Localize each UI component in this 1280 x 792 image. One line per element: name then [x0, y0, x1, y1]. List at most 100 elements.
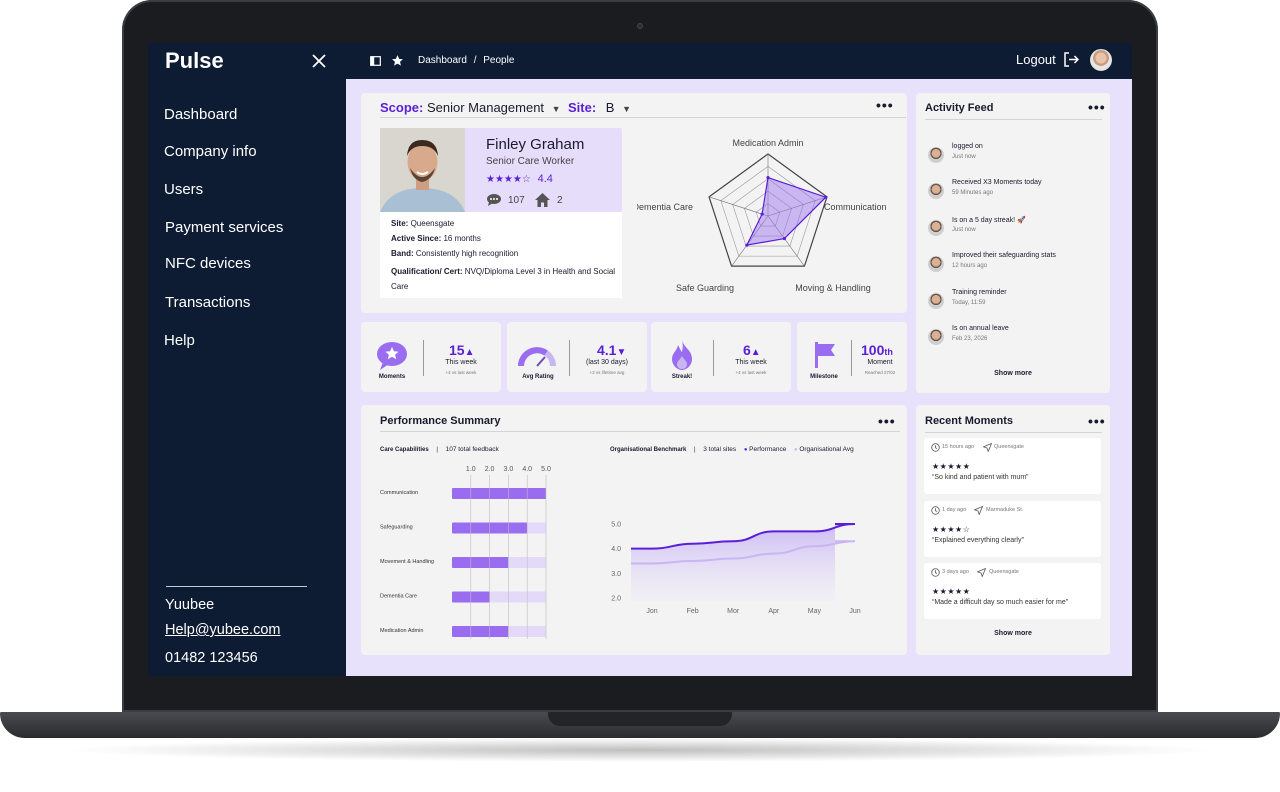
site-label: Site: [568, 100, 597, 115]
avatar [928, 183, 944, 199]
moment-stars: ★★★★★ [932, 587, 971, 596]
stat-sub: Moment [867, 359, 893, 366]
user-avatar[interactable] [1090, 49, 1112, 71]
avatar [928, 147, 944, 163]
activity-item[interactable]: logged on Just now [928, 143, 1103, 171]
bar-axis-tick: 1.0 [466, 466, 476, 473]
feedback-count: 107 [508, 195, 525, 206]
sites-total: 3 total sites [703, 446, 737, 453]
line-axis-label: May [808, 608, 822, 615]
more-options-icon[interactable]: ••• [876, 97, 894, 113]
detail-value: NVQ/Diploma Level 3 in Health and Social… [391, 267, 616, 291]
detail-label: Active Since: [391, 234, 442, 243]
sidebar-item-nfc-devices[interactable]: NFC devices [165, 255, 251, 272]
radar-grid-ring [732, 178, 804, 247]
chevron-down-icon: ▼ [622, 104, 632, 114]
profile-card: Scope: Senior Management ▼ Site: B ▼ ••• [361, 93, 907, 313]
stat-value: 4.1▼ [597, 342, 626, 358]
bar [452, 626, 509, 637]
performance-title: Performance Summary [380, 415, 501, 427]
recent-moments-card: Recent Moments ••• 15 hours ago Queensga… [916, 405, 1110, 655]
star-icon[interactable] [391, 54, 404, 67]
line-axis-label: Apr [768, 608, 780, 615]
sidebar-item-payment-services[interactable]: Payment services [165, 219, 284, 236]
site-filter[interactable]: Site: B ▼ [568, 100, 631, 115]
line-axis-label: Jun [849, 608, 860, 615]
feedback-icon [487, 194, 501, 206]
radar-point [782, 236, 786, 241]
moments-bubble-icon [377, 342, 407, 370]
webcam [637, 23, 643, 29]
avatar [928, 256, 944, 272]
moment-item[interactable]: 1 day ago Marmaduke St. ★★★★☆ “Explained… [924, 501, 1101, 557]
breadcrumb-people[interactable]: People [483, 55, 515, 66]
stat-card-streak: Streak! 6▲ This week +4 vs last week [651, 322, 791, 392]
avatar [928, 293, 944, 309]
activity-item[interactable]: Improved their safeguarding stats 12 hour… [928, 252, 1103, 280]
stat-foot: Reached 27/02 [864, 370, 896, 375]
moment-stars: ★★★★★ [932, 462, 971, 471]
header-separator: | [436, 447, 438, 453]
stat-divider [713, 340, 714, 376]
logout-button[interactable]: Logout [1016, 52, 1080, 67]
sidebar-toggle-icon[interactable] [370, 56, 381, 66]
activity-item[interactable]: Is on annual leave Feb 23, 2026 [928, 325, 1103, 353]
moment-location: Marmaduke St. [986, 507, 1024, 513]
radar-axis-label: Safe Guarding [676, 283, 734, 293]
profile-role: Senior Care Worker [486, 156, 575, 167]
show-more-activity-button[interactable]: Show more [994, 370, 1032, 377]
stat-value: 6▲ [743, 342, 761, 358]
radar-axis-label: Dementia Care [637, 202, 693, 212]
moment-item[interactable]: 3 days ago Queensgate ★★★★★ “Made a diff… [924, 563, 1101, 619]
stat-number: 100 [861, 342, 885, 358]
bar-axis-tick: 5.0 [541, 466, 551, 473]
sidebar-item-dashboard[interactable]: Dashboard [164, 106, 238, 123]
bar-axis-tick: 3.0 [504, 466, 514, 473]
clock-icon [931, 506, 940, 515]
sidebar-item-company-info[interactable]: Company info [164, 143, 257, 160]
activity-feed-title: Activity Feed [925, 102, 994, 114]
performance-area [631, 524, 855, 601]
activity-item[interactable]: Training reminder Today, 11:59 [928, 289, 1103, 317]
site-value: B [605, 100, 615, 115]
radar-data-area [745, 176, 827, 246]
rating-value: 4.4 [537, 173, 553, 185]
more-options-icon[interactable]: ••• [1088, 99, 1106, 115]
stat-divider [423, 340, 424, 376]
bar-track [452, 591, 546, 603]
activity-text: logged on [952, 143, 983, 150]
laptop-notch [548, 712, 732, 726]
support-email-link[interactable]: Help@yubee.com [165, 622, 281, 638]
moment-item[interactable]: 15 hours ago Queensgate ★★★★★ “So kind a… [924, 438, 1101, 494]
sidebar-item-users[interactable]: Users [164, 181, 204, 198]
more-options-icon[interactable]: ••• [878, 413, 896, 429]
sidebar-item-help[interactable]: Help [164, 332, 195, 349]
activity-feed-card: Activity Feed ••• logged on Just now Rece… [916, 93, 1110, 393]
stat-label: Avg Rating [522, 374, 554, 380]
bar-category-label: Movement & Handling [380, 559, 434, 565]
profile-photo [380, 128, 465, 212]
stat-label: Moments [378, 374, 406, 380]
show-more-moments-button[interactable]: Show more [994, 630, 1032, 637]
close-icon[interactable] [310, 52, 328, 70]
activity-item[interactable]: Received X3 Moments today 59 Minutes ago [928, 179, 1103, 207]
stat-card-avg-rating: Avg Rating 4.1▼ (last 30 days) +3 vs lif… [507, 322, 647, 392]
bar-axis-tick: 2.0 [485, 466, 495, 473]
stat-label: Milestone [810, 374, 838, 380]
performance-summary-card: Performance Summary ••• Care Capabilitie… [361, 405, 907, 655]
activity-item[interactable]: Is on a 5 day streak! 🚀 Just now [928, 216, 1103, 244]
radar-grid-ring [755, 203, 781, 227]
detail-value: Queensgate [408, 219, 455, 228]
scope-filter[interactable]: Scope: Senior Management ▼ [380, 100, 561, 115]
profile-details: Site: Queensgate Active Since: 16 months… [380, 212, 622, 298]
more-options-icon[interactable]: ••• [1088, 413, 1106, 429]
sidebar-item-transactions[interactable]: Transactions [165, 294, 251, 311]
activity-text: Received X3 Moments today [952, 179, 1042, 186]
scope-value: Senior Management [426, 100, 545, 115]
bar-category-label: Communication [380, 490, 418, 496]
stat-sub: (last 30 days) [585, 359, 629, 366]
moment-time: 3 days ago [942, 569, 969, 575]
bar-category-label: Dementia Care [380, 594, 417, 600]
detail-active-since: Active Since: 16 months [391, 234, 616, 243]
breadcrumb-dashboard[interactable]: Dashboard [418, 55, 467, 66]
